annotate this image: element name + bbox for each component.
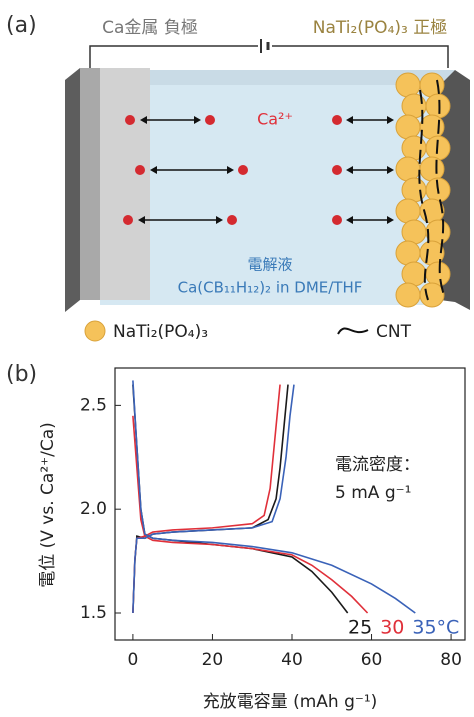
sphere [426,220,450,244]
ion [205,115,215,125]
ion [135,165,145,175]
ion [332,115,342,125]
electrolyte-formula: Ca(CB₁₁H₁₂)₂ in DME/THF [178,279,363,297]
legend-label: CNT [376,322,412,342]
annotation: 電流密度： [335,455,420,475]
ion [227,215,237,225]
y-tick-label: 2.5 [80,395,107,415]
electrolyte-label: 電解液 [247,256,292,274]
sphere [426,262,450,286]
legend-label: 35°C [412,617,459,639]
sphere [396,199,420,223]
x-tick-label: 40 [281,650,303,670]
sphere [396,73,420,97]
discharge-curve [133,416,368,613]
x-tick-label: 20 [202,650,224,670]
plot-frame [115,368,465,640]
ion [238,165,248,175]
panel-label: (a) [6,13,37,38]
sphere [396,115,420,139]
legend-cnt [338,328,368,334]
sphere [420,283,444,307]
sphere [402,178,426,202]
panel-label: (b) [6,362,37,387]
anode-side [80,68,100,300]
ion [332,165,342,175]
sphere [402,220,426,244]
charge-curve [133,385,294,613]
charge-curve [133,385,288,613]
sphere [420,73,444,97]
cathode-label: NaTi₂(PO₄)₃ 正極 [313,18,447,38]
sphere [402,136,426,160]
anode-label: Ca金属 負極 [102,18,198,38]
sphere [402,262,426,286]
x-tick-label: 0 [127,650,138,670]
figure: (a) Ca金属 負極 NaTi₂(PO₄)₃ 正極 Ca²⁺ 電解液 Ca(C… [0,0,474,717]
panel-a: (a) Ca金属 負極 NaTi₂(PO₄)₃ 正極 Ca²⁺ 電解液 Ca(C… [6,13,470,342]
charge-curve [133,385,280,613]
sphere [396,283,420,307]
x-axis-label: 充放電容量 (mAh g⁻¹) [203,692,378,712]
y-tick-label: 2.0 [80,499,107,519]
x-tick-label: 80 [440,650,462,670]
y-axis-label: 電位 (V vs. Ca²⁺/Ca) [38,422,58,588]
annotation: 5 mA g⁻¹ [335,483,411,503]
sphere [396,241,420,265]
legend-label: 30 [380,617,404,639]
sphere [420,115,444,139]
legend-label: 25 [348,617,372,639]
sphere [396,157,420,181]
ion-label: Ca²⁺ [257,110,293,129]
anode-edge [65,68,80,312]
ion [123,215,133,225]
ion [332,215,342,225]
y-tick-label: 1.5 [80,603,107,623]
ion [125,115,135,125]
legend-label: NaTi₂(PO₄)₃ [113,322,208,342]
x-tick-label: 60 [361,650,383,670]
legend-sphere [85,321,105,341]
panel-b: (b) 充放電容量 (mAh g⁻¹) 電位 (V vs. Ca²⁺/Ca) 電… [6,362,465,712]
discharge-curve [133,385,348,613]
sphere [420,157,444,181]
sphere [426,94,450,118]
